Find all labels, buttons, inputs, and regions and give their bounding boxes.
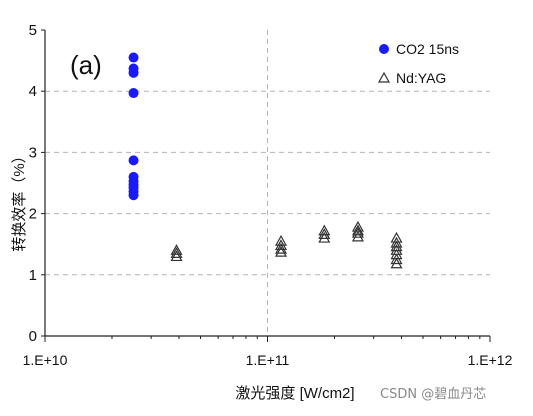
legend-marker-ndyag [377,71,391,83]
grid-lines [45,30,490,336]
x-tick-label: 1.E+10 [23,352,68,368]
x-axis-label: 激光强度 [W/cm2] [235,385,354,402]
data-point-ndyag [390,253,403,265]
x-tick-label: 1.E+12 [468,352,513,368]
legend-label: CO2 15ns [396,41,459,57]
axes [41,29,491,342]
data-point-ndyag [351,224,364,236]
y-tick-label: 2 [29,206,37,223]
y-tick-label: 5 [29,22,37,39]
data-point-ndyag [274,245,288,257]
data-point-co2 [128,88,139,99]
data-point-ndyag [390,236,403,248]
data-point-ndyag [170,244,183,255]
data-point-ndyag [318,228,331,240]
data-point-ndyag [170,247,183,258]
data-point-ndyag [274,242,288,254]
y-tick-label: 4 [29,83,37,100]
data-point-ndyag [351,226,364,238]
data-point-ndyag [318,231,331,243]
data-point-ndyag [390,257,403,269]
data-point-ndyag [318,224,331,236]
data-point-ndyag [351,230,364,242]
x-tick-label: 1.E+11 [246,352,290,368]
data-point-co2 [128,155,139,166]
y-tick-label: 3 [29,144,37,161]
legend-label: Nd:YAG [396,70,446,86]
data-point-co2 [128,52,139,63]
y-tick-label: 0 [29,328,37,345]
data-point-co2 [128,190,139,201]
y-axis-label: 转换效率（%） [11,148,28,251]
legend-marker-co2 [379,44,389,54]
data-point-ndyag [274,239,288,251]
data-points [128,52,403,269]
data-point-ndyag [170,250,183,262]
y-tick-label: 1 [29,267,37,284]
watermark: CSDN @碧血丹芯 [380,387,487,402]
panel-label: (a) [70,50,102,80]
tick-labels: 0 1 2 3 4 5 1.E+10 1.E+11 1.E+12 [23,22,513,368]
legend: CO2 15ns Nd:YAG [377,41,459,86]
data-point-co2 [128,67,139,78]
